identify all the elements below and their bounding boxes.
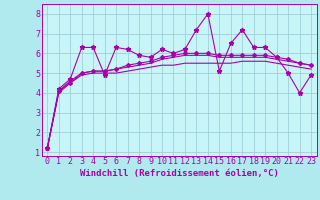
X-axis label: Windchill (Refroidissement éolien,°C): Windchill (Refroidissement éolien,°C) — [80, 169, 279, 178]
